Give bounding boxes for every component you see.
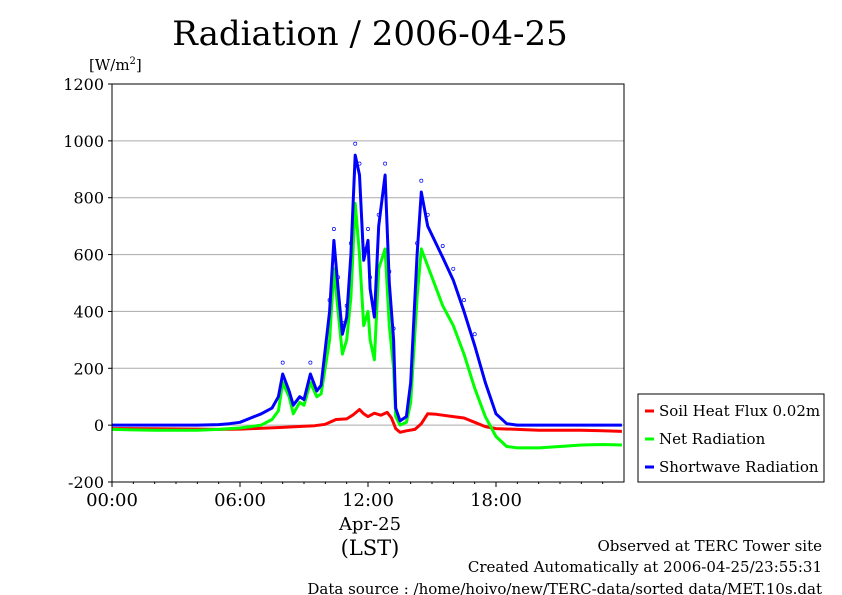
legend: Soil Heat Flux 0.02m Net Radiation Shortwa… [637, 393, 825, 483]
x-axis: 00:00 06:00 12:00 18:00 [86, 482, 604, 511]
legend-label: Shortwave Radiation [659, 458, 819, 476]
y-axis: -200 0 200 400 600 800 1000 1200 [63, 75, 112, 492]
series-point [372, 303, 377, 308]
chart-title: Radiation / 2006-04-25 [172, 14, 568, 54]
series-point [387, 269, 392, 274]
series-point [344, 303, 349, 308]
series-point [327, 298, 332, 303]
x-tick-label: 12:00 [342, 490, 394, 511]
x-axis-label: (LST) [341, 536, 400, 560]
series-point [361, 246, 366, 251]
series-layer [111, 141, 622, 450]
y-tick-label: 1200 [63, 75, 104, 94]
grid-layer [112, 140, 624, 426]
legend-label: Net Radiation [659, 430, 766, 448]
series-point [280, 360, 285, 365]
y-tick-label: 0 [94, 416, 104, 435]
series-point [419, 178, 424, 183]
series-point [336, 275, 341, 280]
series-point [357, 161, 362, 166]
series-point [348, 241, 353, 246]
series-point [368, 275, 373, 280]
series-point [425, 212, 430, 217]
series-point [331, 227, 336, 231]
footer-observed: Observed at TERC Tower site [597, 537, 822, 555]
series-point [366, 227, 370, 231]
x-tick-label: 18:00 [470, 490, 522, 511]
y-axis-unit-superscript: 2 [130, 56, 136, 67]
series-point [391, 326, 396, 331]
y-tick-label: 800 [73, 189, 104, 208]
series-point [472, 332, 477, 337]
series-point [462, 298, 466, 303]
y-tick-label: -200 [68, 473, 104, 492]
series-point [451, 266, 456, 271]
legend-label: Soil Heat Flux 0.02m [659, 402, 820, 420]
y-tick-label: 600 [73, 246, 104, 265]
y-tick-label: 400 [73, 302, 104, 321]
series-point [376, 212, 381, 217]
series-line-0 [111, 408, 622, 434]
footer-created: Created Automatically at 2006-04-25/23:5… [468, 558, 822, 576]
series-point [353, 141, 358, 146]
y-axis-unit: [W/m2] [89, 56, 142, 74]
series-point [340, 320, 345, 325]
plot-frame [111, 83, 625, 483]
series-point [440, 244, 445, 248]
series-point [383, 161, 388, 166]
y-tick-label: 1000 [63, 132, 104, 151]
x-tick-label: 00:00 [86, 490, 138, 511]
y-tick-label: 200 [73, 359, 104, 378]
legend-box [637, 393, 825, 483]
x-tick-label: 06:00 [214, 490, 266, 511]
series-point [415, 241, 420, 246]
date-label: Apr-25 [338, 514, 401, 535]
footer-source: Data source : /home/hoivo/new/TERC-data/… [307, 580, 822, 595]
series-line-1 [111, 201, 622, 450]
series-line-2 [112, 153, 622, 427]
series-point [308, 360, 313, 365]
